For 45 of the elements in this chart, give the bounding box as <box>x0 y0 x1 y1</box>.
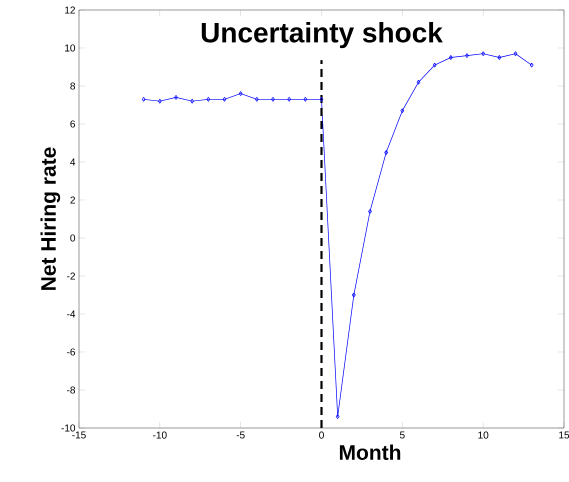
point <box>222 96 226 102</box>
y-tick-label: -4 <box>67 310 76 318</box>
y-tick-label: 2 <box>70 196 75 204</box>
point <box>287 96 292 102</box>
point <box>432 62 437 68</box>
x-tick-label: -5 <box>236 432 245 439</box>
point <box>174 95 178 100</box>
annotation: Uncertainty shock <box>202 22 443 48</box>
point <box>336 414 340 419</box>
point <box>238 91 243 96</box>
point <box>497 55 502 60</box>
point <box>465 53 469 58</box>
y-tick-label: 4 <box>70 158 76 166</box>
point <box>158 98 162 104</box>
point <box>481 51 486 56</box>
point <box>416 80 420 85</box>
y-tick-label: 6 <box>70 120 76 128</box>
point <box>448 55 453 60</box>
point <box>271 96 275 102</box>
point <box>514 51 518 56</box>
x-axis-title: Month <box>340 444 400 460</box>
y-tick-label: 8 <box>70 82 76 90</box>
point <box>190 98 194 104</box>
point <box>400 108 404 114</box>
point <box>206 96 210 102</box>
y-tick-label: -10 <box>61 424 76 432</box>
point <box>368 209 372 214</box>
y-tick-label: -2 <box>67 272 75 280</box>
point <box>352 292 356 298</box>
point <box>384 150 388 155</box>
x-tick-label: -10 <box>153 432 167 439</box>
x-tick-label: 0 <box>319 432 324 439</box>
y-tick-label: 0 <box>70 234 76 242</box>
point <box>320 96 324 102</box>
x-tick-label: 15 <box>559 432 569 439</box>
x-tick-label: 10 <box>478 432 488 439</box>
point <box>254 96 259 102</box>
y-axis-title: Net Hiring rate <box>40 147 60 290</box>
x-tick-label: -15 <box>72 432 86 439</box>
y-tick-label: -6 <box>67 348 76 356</box>
y-tick-label: 10 <box>65 44 76 52</box>
y-tick-label: 12 <box>65 6 75 14</box>
y-tick-label: -8 <box>67 386 76 394</box>
point <box>303 96 308 102</box>
x-tick-label: 5 <box>400 432 405 439</box>
